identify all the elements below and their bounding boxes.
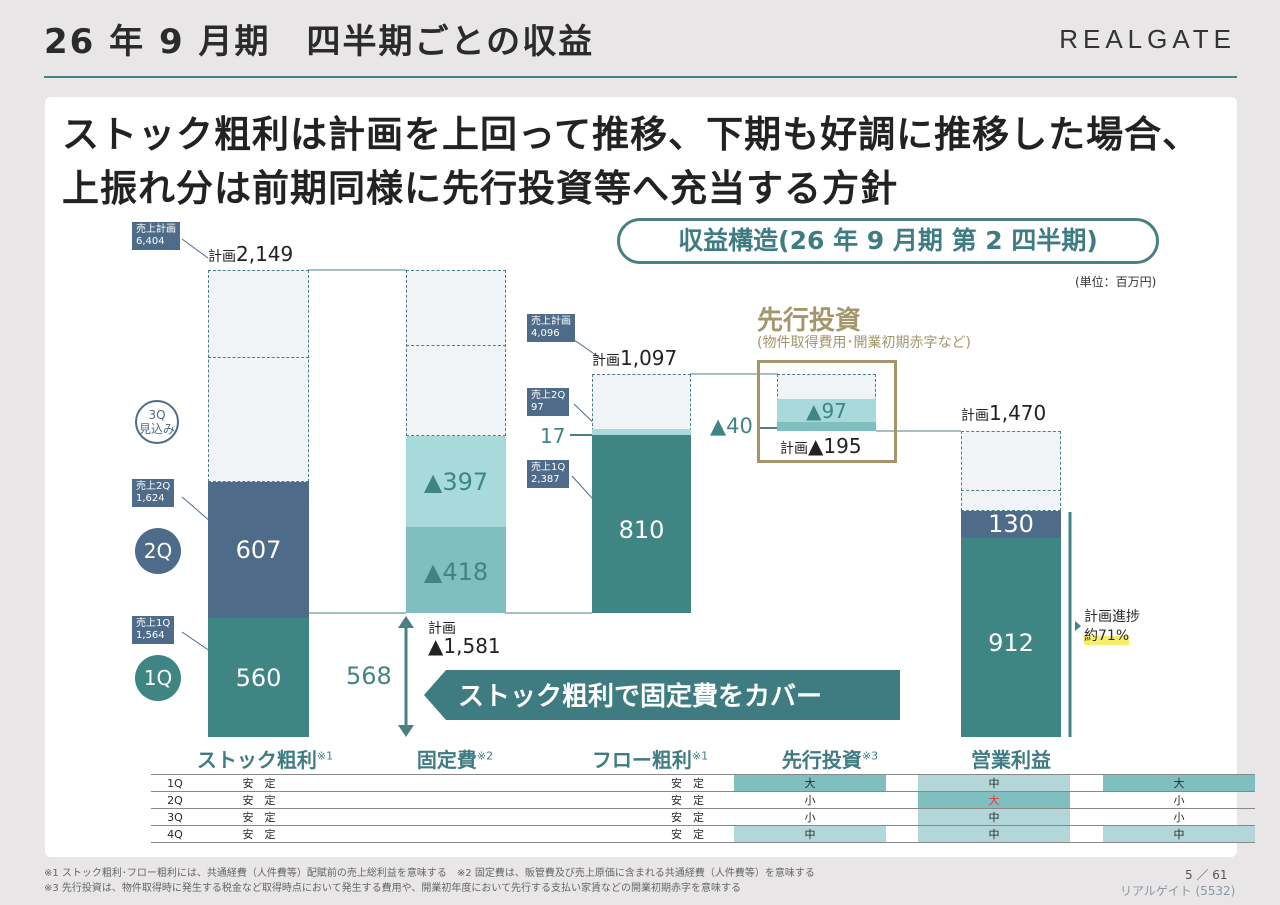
flow-plan-label: 計画1,097 bbox=[592, 346, 678, 370]
fixed-plan-label: 計画 bbox=[428, 621, 456, 637]
category-flow: フロー粗利※1 bbox=[591, 748, 709, 772]
category-fixed: 固定費※2 bbox=[416, 748, 494, 772]
table-row: 4Q 安 定 安 定 中 中 中 bbox=[151, 825, 1255, 843]
fixed-q2-value: ▲397 bbox=[423, 468, 489, 496]
op-plan-box bbox=[961, 431, 1061, 511]
headline: ストック粗利は計画を上回って推移、下期も好調に推移した場合、 上振れ分は前期同様… bbox=[62, 108, 1232, 216]
unit-label: (単位：百万円) bbox=[1075, 275, 1157, 289]
op-q2-value: 130 bbox=[988, 510, 1034, 538]
footnotes: ※1 ストック粗利･フロー粗利には、共通経費（人件費等）配賦前の売上総利益を意味… bbox=[44, 866, 815, 896]
op-plan-value: 1,470 bbox=[989, 401, 1047, 425]
stock-plan-value: 2,149 bbox=[236, 242, 294, 266]
flow-q1-bar bbox=[592, 435, 691, 613]
table-row: 1Q 安 定 安 定 大 中 大 bbox=[151, 774, 1255, 792]
q2-circle: 2Q bbox=[135, 528, 181, 574]
footnote-line2: ※3 先行投資は、物件取得時に発生する税金など取得時点において発生する費用や、開… bbox=[44, 883, 742, 894]
stock-q1-bar bbox=[208, 618, 309, 737]
fixed-q1-value: ▲418 bbox=[423, 558, 489, 586]
flow-plan-tag: 売上計画 4,096 bbox=[527, 314, 575, 342]
footnote-line1: ※1 ストック粗利･フロー粗利には、共通経費（人件費等）配賦前の売上総利益を意味… bbox=[44, 868, 815, 879]
page-number: 5 ／ 61 bbox=[1185, 868, 1228, 882]
table-row: 3Q 安 定 安 定 小 中 小 bbox=[151, 808, 1255, 826]
stock-q2-tag: 売上2Q 1,624 bbox=[132, 479, 175, 507]
stock-plan-divider bbox=[208, 357, 309, 359]
stock-plan-label: 計画2,149 bbox=[208, 242, 294, 266]
op-progress-value: 約71% bbox=[1084, 625, 1130, 645]
quarter-table: 1Q 安 定 安 定 大 中 大 2Q 安 定 安 定 小 大 小 3Q 安 定… bbox=[151, 774, 1255, 843]
op-plan-divider bbox=[961, 490, 1061, 492]
fixed-plan-divider bbox=[406, 345, 506, 347]
op-plan-label: 計画1,470 bbox=[961, 401, 1047, 425]
invest-title: 先行投資 bbox=[757, 306, 862, 336]
category-invest: 先行投資※3 bbox=[781, 748, 879, 772]
invest-plan-label: 計画▲195 bbox=[780, 434, 862, 458]
invest-plan-value: ▲195 bbox=[808, 434, 862, 458]
flow-delta: ▲40 bbox=[710, 414, 753, 438]
stock-q2-bar bbox=[208, 482, 309, 618]
company-code: リアルゲイト (5532) bbox=[1120, 884, 1236, 898]
category-op: 営業利益 bbox=[971, 748, 1051, 772]
invest-frame bbox=[757, 360, 897, 463]
invest-subtitle: (物件取得費用･開業初期赤字など) bbox=[757, 335, 971, 351]
invest-value-bar bbox=[777, 399, 876, 422]
brand-logo: REALGATE bbox=[1059, 24, 1236, 54]
op-progress-label: 計画進捗 bbox=[1084, 609, 1140, 625]
table-row: 2Q 安 定 安 定 小 大 小 bbox=[151, 791, 1255, 809]
stock-plan-tag: 売上計画 6,404 bbox=[132, 222, 180, 250]
flow-q2-bar bbox=[592, 429, 691, 435]
invest-value: ▲97 bbox=[806, 399, 847, 423]
flow-q2-value: 17 bbox=[540, 424, 566, 448]
op-q2-bar bbox=[961, 511, 1061, 538]
title-rule bbox=[44, 76, 1237, 78]
stock-q2-value: 607 bbox=[235, 536, 282, 564]
flow-plan-value: 1,097 bbox=[620, 346, 678, 370]
flow-q2-tag: 売上2Q 97 bbox=[527, 388, 570, 416]
flow-q1-tag: 売上1Q 2,387 bbox=[527, 460, 570, 488]
op-q1-value: 912 bbox=[988, 629, 1034, 657]
flow-plan-box bbox=[592, 374, 691, 431]
fixed-plan-value: ▲1,581 bbox=[428, 634, 501, 658]
structure-label: 収益構造(26 年 9 月期 第 2 四半期) bbox=[617, 218, 1159, 264]
fixed-q2-bar bbox=[406, 436, 506, 527]
q3-forecast-circle: 3Q 見込み bbox=[135, 400, 179, 444]
headline-line2: 上振れ分は前期同様に先行投資等へ充当する方針 bbox=[62, 167, 898, 210]
fixed-q1-bar bbox=[406, 527, 506, 613]
category-stock: ストック粗利※1 bbox=[196, 748, 334, 772]
cover-amount: 568 bbox=[346, 662, 392, 690]
page-title: 26 年 9 月期 四半期ごとの収益 bbox=[44, 22, 595, 62]
fixed-plan-box bbox=[406, 270, 506, 436]
flow-q1-value: 810 bbox=[618, 516, 665, 544]
cover-banner-text: ストック粗利で固定費をカバー bbox=[458, 682, 823, 712]
stock-plan-box bbox=[208, 270, 309, 482]
stock-q1-tag: 売上1Q 1,564 bbox=[132, 616, 175, 644]
cover-banner bbox=[424, 670, 900, 720]
op-q1-bar bbox=[961, 538, 1061, 737]
headline-line1: ストック粗利は計画を上回って推移、下期も好調に推移した場合、 bbox=[62, 113, 1201, 156]
stock-q1-value: 560 bbox=[235, 664, 282, 692]
invest-value-bar-lower bbox=[777, 422, 876, 431]
q1-circle: 1Q bbox=[135, 655, 181, 701]
